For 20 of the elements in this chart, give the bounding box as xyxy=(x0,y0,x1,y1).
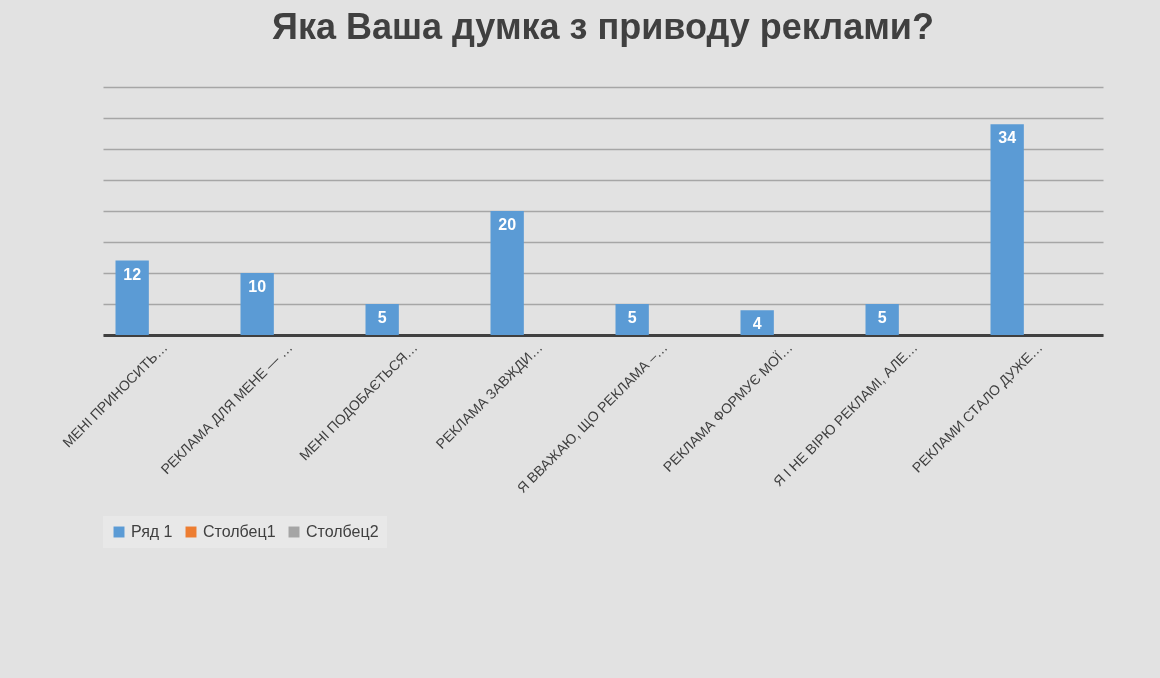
legend-label: Столбец2 xyxy=(306,523,379,540)
bar xyxy=(490,211,524,335)
bar xyxy=(615,304,649,335)
bar xyxy=(365,304,399,335)
bar xyxy=(990,124,1024,335)
chart-title: Яка Ваша думка з приводу реклами? xyxy=(272,6,934,47)
data-label: 12 xyxy=(123,265,142,283)
data-label: 34 xyxy=(998,129,1017,147)
bar xyxy=(115,260,149,335)
bar xyxy=(865,304,899,335)
data-label: 10 xyxy=(248,278,267,295)
data-label: 4 xyxy=(752,315,762,333)
bar xyxy=(740,310,774,335)
data-label: 20 xyxy=(498,216,517,233)
legend-label: Ряд 1 xyxy=(131,523,173,540)
data-label: 5 xyxy=(377,309,387,326)
bar xyxy=(240,273,274,335)
legend-label: Столбец1 xyxy=(203,523,276,540)
data-label: 5 xyxy=(627,309,637,326)
data-label: 5 xyxy=(877,309,887,326)
